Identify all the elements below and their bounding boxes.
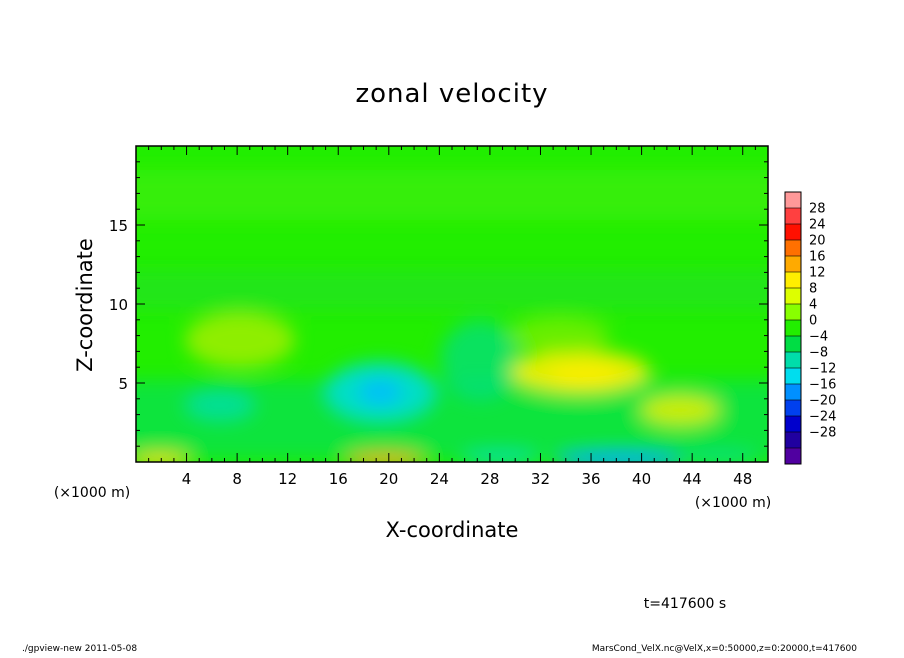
x-tick-label: 40	[632, 470, 651, 488]
colorbar-swatch	[785, 304, 801, 321]
x-axis: 4 8 12 16 20 24 28 32 36 40 44 48	[135, 146, 769, 488]
y-tick-label: 15	[109, 217, 128, 235]
colorbar-label: 20	[809, 234, 826, 249]
heatmap-bottom-left-yellow	[136, 452, 190, 462]
colorbar-label: −28	[809, 426, 836, 441]
colorbar-swatch	[785, 416, 801, 433]
colorbar-swatch	[785, 256, 801, 273]
colorbar-label: 28	[809, 202, 826, 217]
heatmap-patch-left-low	[185, 389, 255, 421]
x-tick-label: 44	[683, 470, 702, 488]
colorbar-swatch	[785, 352, 801, 369]
colorbar-label: 4	[809, 298, 817, 313]
heatmap-vortex-core	[358, 380, 402, 404]
colorbar-frame	[784, 191, 802, 465]
x-tick-label: 20	[379, 470, 398, 488]
colorbar-label: −12	[809, 362, 836, 377]
x-tick-label: 32	[531, 470, 550, 488]
colorbar-swatch	[785, 240, 801, 257]
time-label: t=417600 s	[644, 596, 726, 612]
colorbar-label: −8	[809, 346, 828, 361]
heatmap-bottom-cyan	[460, 451, 540, 462]
colorbar-swatch	[785, 192, 801, 209]
x-tick-label: 12	[278, 470, 297, 488]
footer-right: MarsCond_VelX.nc@VelX,x=0:50000,z=0:2000…	[592, 644, 857, 654]
y-tick-label: 10	[109, 296, 128, 314]
colorbar-label: 24	[809, 218, 826, 233]
y-tick-label: 5	[118, 375, 128, 393]
x-tick-label: 4	[182, 470, 192, 488]
x-tick-label: 48	[733, 470, 752, 488]
colorbar-label: 0	[809, 314, 817, 329]
colorbar-swatch	[785, 288, 801, 305]
heatmap-yellow-core	[550, 365, 620, 385]
heatmap-green-above-yellow	[510, 317, 610, 353]
x-tick-label: 8	[232, 470, 242, 488]
colorbar-label: −20	[809, 394, 836, 409]
colorbar-swatch	[785, 224, 801, 241]
colorbar-label: −24	[809, 410, 836, 425]
x-tick-label: 28	[480, 470, 499, 488]
x-tick-label: 36	[581, 470, 600, 488]
colorbar-swatch	[785, 432, 801, 449]
heatmap-upper-band	[136, 170, 768, 220]
heatmap-bottom-mid-yellow	[345, 452, 425, 462]
colorbar-label: −4	[809, 330, 828, 345]
heatmap-bottom-right-cyan	[680, 451, 760, 462]
colorbar-swatch	[785, 272, 801, 289]
x-unit-left: (×1000 m)	[54, 485, 130, 501]
colorbar-swatch	[785, 320, 801, 337]
colorbar-label: −16	[809, 378, 836, 393]
y-axis: 5 10 15	[109, 145, 768, 463]
colorbar-swatch	[785, 368, 801, 385]
colorbar-label: 8	[809, 282, 817, 297]
heatmap-bottom-blue	[555, 451, 685, 462]
x-tick-label: 16	[329, 470, 348, 488]
colorbar-swatch	[785, 384, 801, 401]
heatmap-mid-band	[136, 270, 768, 310]
plot-area	[136, 146, 768, 462]
heatmap-patch-mid	[440, 320, 520, 400]
colorbar-label: 16	[809, 250, 826, 265]
x-unit-right: (×1000 m)	[695, 495, 771, 511]
y-axis-label: Z-coordinate	[73, 238, 97, 372]
footer-left: ./gpview-new 2011-05-08	[22, 644, 137, 654]
colorbar-label: 12	[809, 266, 826, 281]
x-tick-label: 24	[430, 470, 449, 488]
colorbar-swatch	[785, 400, 801, 417]
colorbar-swatch	[785, 448, 801, 465]
x-axis-label: X-coordinate	[386, 518, 519, 542]
heatmap-patch-left	[185, 312, 295, 368]
heatmap-yellow-right	[640, 394, 720, 426]
colorbar-swatch	[785, 208, 801, 225]
chart-title: zonal velocity	[355, 79, 548, 109]
colorbar-swatch	[785, 336, 801, 353]
